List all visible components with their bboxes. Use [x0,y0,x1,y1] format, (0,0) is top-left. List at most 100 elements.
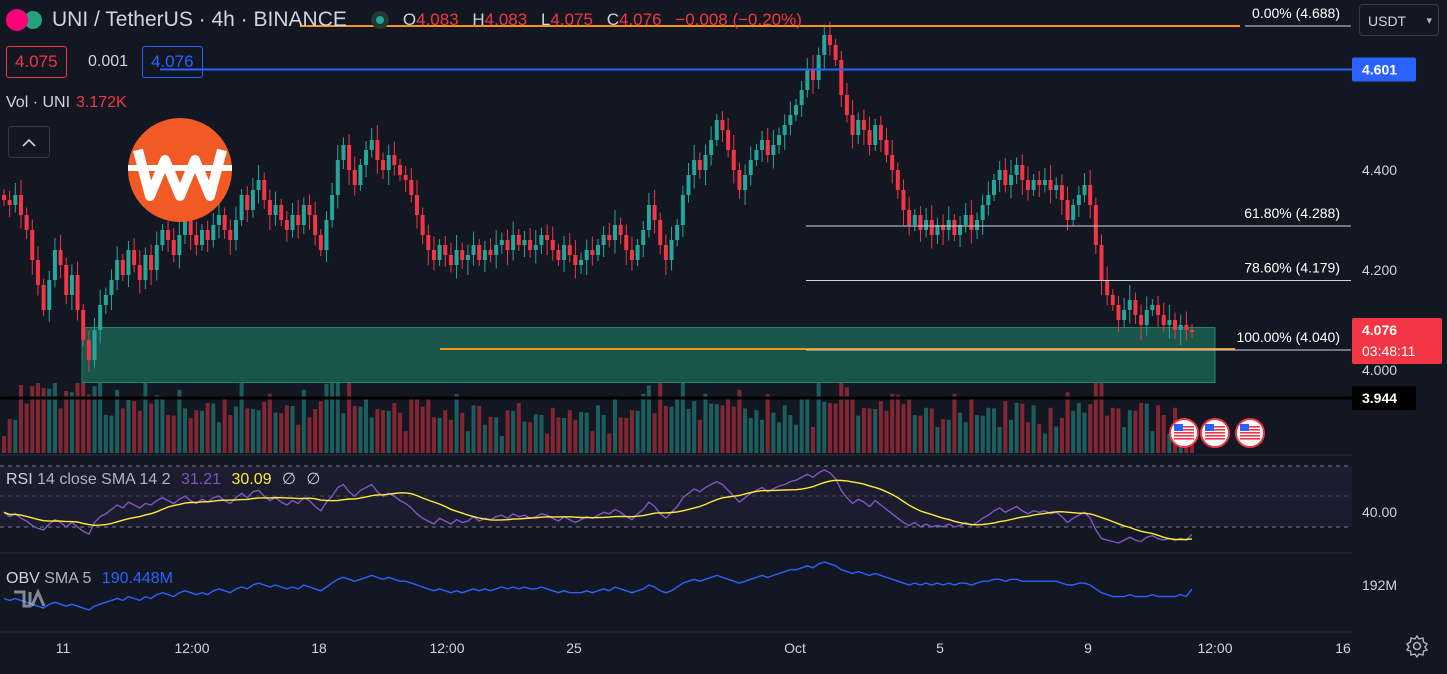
candle-body [980,205,985,220]
volume-bar [924,407,929,453]
volume-bar [143,383,148,453]
flag-stripe [1240,426,1260,428]
volume-bar [839,383,844,453]
candle-body [590,250,595,255]
candle-body [822,35,827,55]
obv-legend[interactable]: OBV SMA 5 190.448M [6,570,173,588]
candle-body [884,140,889,155]
volume-bar [239,383,244,453]
symbol-header: UNI / TetherUS · 4h · BINANCE O4.083 H4.… [6,8,811,32]
candle-body [550,240,555,250]
volume-bar [465,431,470,453]
candle-body [861,120,866,130]
candles [2,21,1194,372]
volume-bar [890,394,895,453]
candle-body [810,70,815,80]
volume-bar [347,383,352,453]
candle-body [1014,165,1019,175]
candle-body [499,240,504,245]
blue-line-price-label: 4.601 [1362,62,1397,78]
candle-body [279,205,284,220]
candle-body [714,120,719,140]
candle-body [115,260,120,280]
volume-bar [216,422,221,453]
volume-bar [731,406,736,453]
volume-bar [1071,410,1076,453]
candle-body [1156,305,1161,315]
candle-body [522,240,527,245]
candle-body [1127,300,1132,310]
volume-bar [697,419,702,453]
fib-level-label: 78.60% (4.179) [1244,260,1340,276]
candle-body [171,240,176,255]
candle-body [313,215,318,235]
uni-coin-icon [6,9,28,31]
volume-bar [132,401,137,453]
volume-bar [810,427,815,453]
volume-bar [1161,415,1166,453]
candle-body [160,230,165,245]
volume-bar [646,385,651,453]
volume-bar [743,408,748,453]
candle-body [1076,195,1081,205]
volume-bar [341,413,346,453]
collapse-legend-button[interactable] [8,126,50,158]
candle-body [1003,170,1008,185]
candle-body [465,255,470,260]
settings-gear-icon[interactable] [1405,634,1429,658]
volume-legend[interactable]: Vol · UNI 3.172K [6,94,127,112]
volume-bar [1116,408,1121,453]
candle-body [618,225,623,235]
candle-body [562,245,567,260]
candle-body [646,205,651,230]
flag-stripe [1240,429,1260,431]
volume-bar [313,409,318,453]
volume-bar [375,409,380,453]
candle-body [460,250,465,260]
us-event-flag-icon [1235,418,1265,448]
volume-bar [952,394,957,453]
candle-body [154,245,159,270]
volume-bar [1127,410,1132,453]
candle-body [250,190,255,210]
market-status-icon[interactable] [370,11,389,29]
candle-body [941,225,946,230]
sell-button[interactable]: 4.075 [6,46,67,78]
volume-bar [675,398,680,453]
candle-body [1042,180,1047,185]
currency-selector[interactable]: USDT ▾ [1359,4,1439,36]
candle-body [833,45,838,60]
flag-stripe [1205,426,1225,428]
volume-bar [160,396,165,453]
volume-bar [1008,419,1013,453]
candle-body [482,250,487,260]
volume-bar [109,415,114,453]
time-axis-tick: Oct [784,640,806,656]
volume-bar [873,409,878,453]
candle-body [612,225,617,240]
candle-body [737,170,742,190]
rsi-legend[interactable]: RSI 14 close SMA 14 2 31.21 30.09 ∅ ∅ [6,469,320,489]
candle-body [556,250,561,260]
candle-body [1173,320,1178,330]
volume-bar [861,407,866,453]
volume-bar [1133,410,1138,453]
candle-body [929,220,934,235]
candle-body [992,180,996,195]
candle-body [1037,180,1042,185]
candle-body [143,255,148,280]
volume-bar [935,427,940,453]
symbol-title[interactable]: UNI / TetherUS · 4h · BINANCE [52,8,347,31]
volume-bar [296,424,301,453]
buy-button[interactable]: 4.076 [142,46,203,78]
volume-bar [884,410,889,453]
candle-body [409,180,414,195]
volume-bar [629,410,634,453]
volume-bar [844,387,849,453]
rsi-na-1: ∅ [282,471,296,488]
candle-body [177,235,182,255]
volume-bar [992,408,996,453]
volume-bar [1042,433,1047,453]
candle-body [335,160,340,195]
